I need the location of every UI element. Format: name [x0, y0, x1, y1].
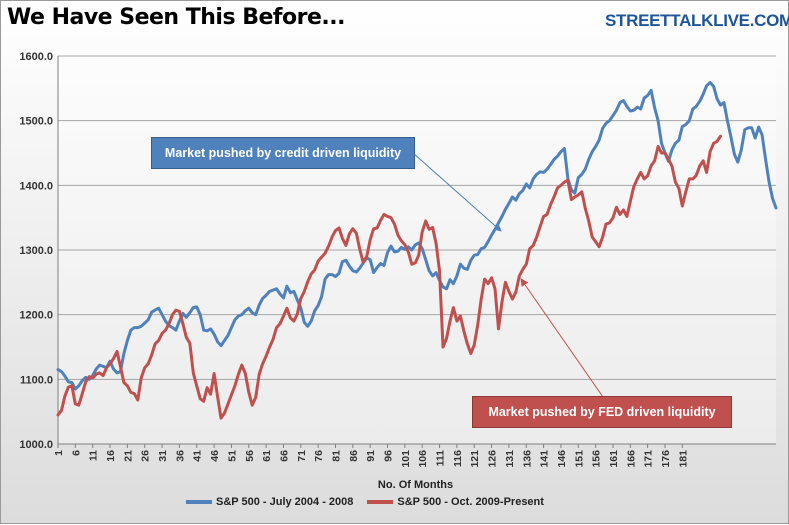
- y-tick-label: 1100.0: [20, 374, 53, 386]
- x-tick-label: 146: [556, 450, 568, 468]
- legend-item-red: S&P 500 - Oct. 2009-Present: [367, 496, 544, 508]
- annotation-arrows: [412, 152, 604, 398]
- x-tick-label: 166: [625, 450, 637, 468]
- x-tick-label: 41: [192, 450, 204, 462]
- y-axis: 1000.0 1100.0 1200.0 1300.0 1400.0 1500.0 1600…: [19, 51, 59, 451]
- x-tick-label: 81: [330, 450, 342, 462]
- x-tick-label: 171: [643, 450, 655, 468]
- x-tick-label: 26: [140, 450, 152, 462]
- brand-watermark: STREETTALKLIVE.COM: [605, 11, 789, 30]
- x-tick-label: 46: [209, 450, 221, 462]
- x-tick-label: 21: [122, 450, 134, 462]
- x-tick-label: 61: [261, 450, 273, 462]
- x-tick-label: 181: [677, 450, 689, 468]
- legend-label-blue: S&P 500 - July 2004 - 2008: [216, 496, 354, 508]
- legend-label-red: S&P 500 - Oct. 2009-Present: [397, 496, 544, 508]
- x-tick-label: 141: [539, 450, 551, 468]
- series-line-blue: [56, 81, 778, 391]
- legend-swatch-red: [367, 500, 394, 504]
- x-tick-label: 176: [660, 450, 672, 468]
- x-tick-label: 56: [244, 450, 256, 462]
- x-tick-label: 116: [452, 450, 464, 467]
- y-tick-label: 1500.0: [19, 116, 53, 128]
- annotation-fed-liquidity: Market pushed by FED driven liquidity: [472, 396, 732, 428]
- x-tick-label: 66: [278, 450, 290, 462]
- series-line-red: [56, 134, 722, 420]
- x-tick-label: 101: [400, 450, 412, 468]
- x-tick-label: 71: [296, 450, 308, 462]
- x-tick-label: 111: [435, 450, 447, 467]
- x-tick-label: 36: [174, 450, 186, 462]
- x-tick-label: 161: [608, 450, 620, 468]
- arrow-fed: [520, 278, 604, 398]
- y-tick-label: 1300.0: [19, 245, 53, 257]
- x-tick-label: 156: [591, 450, 603, 468]
- chart-title: We Have Seen This Before...: [7, 5, 345, 30]
- series-lines: [56, 81, 778, 420]
- x-tick-label: 16: [105, 450, 117, 462]
- x-tick-label: 31: [157, 450, 169, 462]
- y-tick-label: 1400.0: [19, 180, 53, 192]
- annotation-credit-liquidity: Market pushed by credit driven liquidity: [151, 137, 415, 169]
- legend-item-blue: S&P 500 - July 2004 - 2008: [186, 496, 353, 508]
- x-tick-label: 86: [348, 450, 360, 462]
- x-tick-label: 96: [383, 450, 395, 462]
- x-tick-label: 6: [70, 450, 82, 456]
- legend: S&P 500 - July 2004 - 2008 S&P 500 - Oct…: [186, 494, 558, 510]
- x-tick-label: 126: [487, 450, 499, 468]
- y-tick-label: 1200.0: [19, 310, 53, 322]
- x-tick-label: 151: [573, 450, 585, 468]
- x-tick-label: 131: [504, 450, 516, 468]
- x-axis: 1 6 11 16 21 26 31 36 41 46 51 56 61 66 71 76 81 86 91 96 10…: [53, 443, 776, 468]
- y-tick-label: 1000.0: [19, 439, 53, 451]
- grid-lines: [58, 55, 776, 445]
- x-tick-label: 11: [88, 450, 100, 461]
- x-tick-label: 91: [365, 450, 377, 462]
- legend-swatch-blue: [186, 500, 212, 504]
- x-axis-label: No. Of Months: [377, 479, 454, 491]
- x-tick-label: 121: [469, 450, 481, 468]
- x-tick-label: 136: [521, 450, 533, 468]
- arrow-credit: [412, 152, 502, 232]
- x-tick-label: 76: [313, 450, 325, 462]
- x-tick-label: 51: [226, 450, 238, 462]
- x-tick-label: 1: [53, 450, 65, 456]
- x-tick-label: 106: [417, 450, 429, 468]
- y-tick-label: 1600.0: [19, 51, 53, 63]
